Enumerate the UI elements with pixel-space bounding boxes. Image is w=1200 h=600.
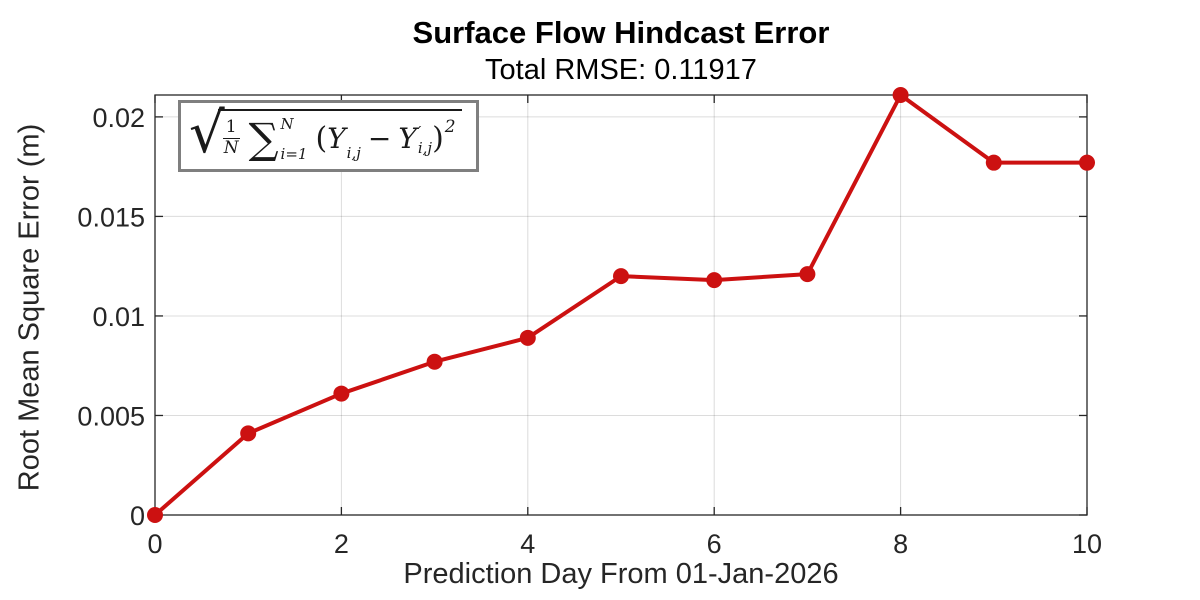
- data-point-marker: [333, 385, 350, 402]
- y-tick-label: 0.01: [92, 302, 145, 332]
- data-point-marker: [799, 266, 816, 283]
- data-point-marker: [985, 154, 1002, 171]
- fraction-1-over-N: 1 N: [222, 117, 240, 158]
- summation: ∑ N i=1: [249, 115, 308, 163]
- y-tick-label: 0.015: [77, 202, 145, 232]
- summation-limits: N i=1: [280, 114, 308, 163]
- x-axis-label: Prediction Day From 01-Jan-2026: [403, 558, 839, 590]
- y-tick-label: 0: [130, 501, 145, 531]
- x-tick-label: 2: [334, 529, 349, 559]
- x-tick-label: 6: [707, 529, 722, 559]
- x-tick-label: 0: [147, 529, 162, 559]
- x-tick-labels: 0 2 4 6 8 10: [147, 529, 1102, 559]
- y-tick-label: 0.02: [92, 103, 145, 133]
- data-point-marker: [706, 272, 723, 289]
- data-point-marker: [892, 87, 909, 103]
- data-point-marker: [240, 425, 257, 442]
- y-tick-label: 0.005: [77, 401, 145, 431]
- radical-sign: √: [189, 101, 225, 166]
- data-point-marker: [147, 507, 163, 523]
- x-tick-label: 4: [520, 529, 535, 559]
- data-markers: [147, 87, 1095, 523]
- formula-radicand: 1 N ∑ N i=1 ( Y i,j − Y ′ i,j ): [217, 108, 462, 164]
- prime-and-subscript: ′ i,j: [417, 122, 433, 157]
- data-point-marker: [1079, 154, 1095, 171]
- chart-subtitle: Total RMSE: 0.11917: [485, 54, 757, 86]
- axes-box: [154, 94, 1088, 516]
- data-point-marker: [519, 329, 536, 346]
- squared-difference-term: ( Y i,j − Y ′ i,j ) 2: [315, 117, 456, 162]
- data-point-marker: [426, 353, 443, 370]
- data-point-marker: [613, 268, 629, 285]
- rmse-formula-annotation: √ 1 N ∑ N i=1 ( Y i,j − Y ′ i: [178, 100, 479, 172]
- y-axis-label: Root Mean Square Error (m): [13, 123, 46, 492]
- sigma-symbol: ∑: [248, 113, 279, 163]
- y-tick-labels: 0 0.005 0.01 0.015 0.02: [77, 103, 145, 531]
- chart-title: Surface Flow Hindcast Error: [412, 15, 830, 50]
- x-tick-label: 8: [893, 529, 908, 559]
- x-tick-label: 10: [1072, 529, 1102, 559]
